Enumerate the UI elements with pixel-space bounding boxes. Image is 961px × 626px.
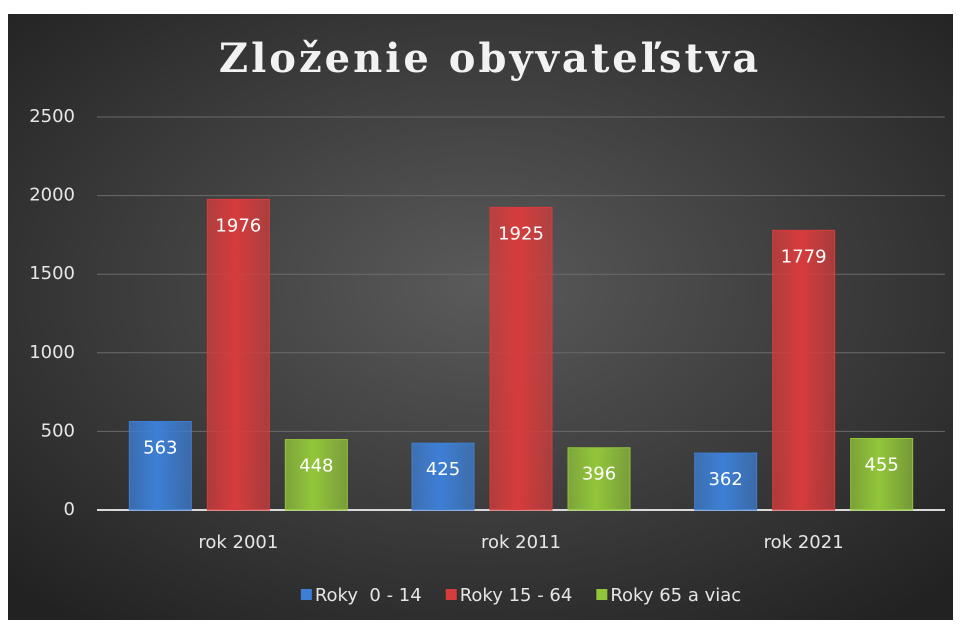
data-label: 1925: [498, 223, 544, 244]
bar: [489, 206, 553, 511]
legend-marker: [300, 589, 312, 600]
data-label: 396: [582, 464, 616, 485]
y-tick-label: 0: [64, 499, 75, 520]
y-tick-label: 2500: [29, 106, 75, 127]
bar: [206, 198, 270, 511]
data-label: 1779: [781, 246, 827, 267]
bar: [694, 452, 758, 511]
data-label: 563: [143, 437, 177, 458]
bar: [284, 439, 348, 511]
legend-label: Roky 15 - 64: [460, 585, 573, 606]
x-tick-label: rok 2011: [481, 532, 561, 553]
legend-label: Roky 0 - 14: [315, 585, 422, 606]
data-label: 362: [708, 469, 742, 490]
legend-label: Roky 65 a viac: [610, 585, 741, 606]
x-tick-label: rok 2001: [198, 532, 278, 553]
y-tick-label: 1500: [29, 263, 75, 284]
data-label: 448: [299, 456, 333, 477]
y-tick-label: 500: [41, 420, 75, 441]
y-tick-label: 1000: [29, 342, 75, 363]
data-label: 1976: [215, 215, 261, 236]
bar: [128, 420, 192, 511]
chart-title: Zloženie obyvateľstva: [219, 35, 761, 82]
bar: [567, 447, 631, 511]
legend-marker: [445, 589, 457, 600]
y-tick-label: 2000: [29, 185, 75, 206]
data-label: 455: [864, 454, 898, 475]
bar: [850, 437, 914, 511]
bar: [772, 229, 836, 511]
x-tick-label: rok 2021: [764, 532, 844, 553]
data-label: 425: [426, 459, 460, 480]
bar: [411, 442, 475, 511]
legend-marker: [596, 589, 608, 600]
